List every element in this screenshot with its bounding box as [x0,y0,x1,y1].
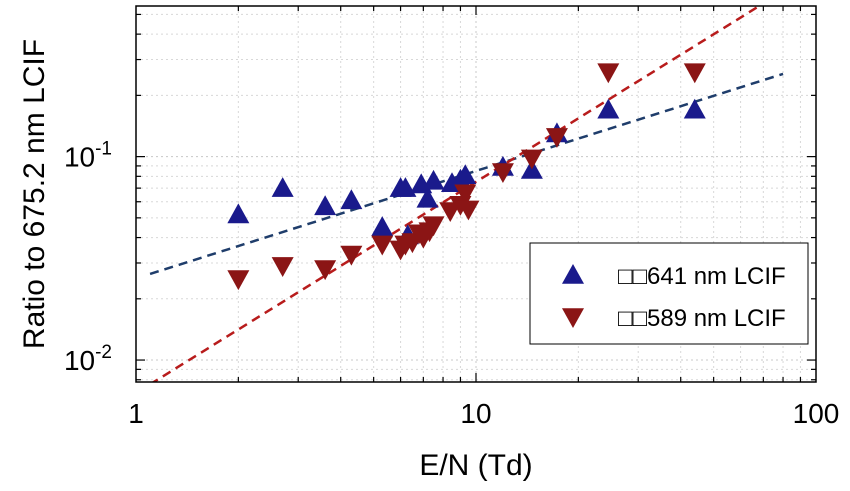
data-point [597,63,620,84]
data-point [271,177,294,197]
x-tick-label: 1 [128,398,144,429]
fit-line [151,6,762,382]
legend-label: □□589 nm LCIF [618,305,786,332]
data-point [683,98,706,119]
data-point [314,260,337,281]
data-point [422,169,445,190]
series-589-nm-lcif [227,63,706,291]
y-axis-label: Ratio to 675.2 nm LCIF [18,39,51,349]
legend-box [529,242,809,345]
data-point [340,189,363,210]
data-point [520,149,543,170]
data-point [416,187,439,208]
legend-marker [562,264,584,284]
data-point [271,257,294,277]
data-point [340,245,363,266]
legend: □□641 nm LCIF □□589 nm LCIF [529,242,809,345]
legend-marker [562,308,584,328]
data-point [454,184,477,205]
data-point [683,63,706,84]
axis-ticks: 1 10 100 10-2 10-1 [64,6,839,429]
data-points [227,63,706,291]
data-point [371,235,394,256]
data-point [491,163,514,184]
y-tick-label: 10-2 [64,342,112,376]
data-point [597,98,620,119]
x-tick-label: 100 [793,398,840,429]
x-tick-label: 10 [460,398,491,429]
y-tick-label: 10-1 [64,139,112,173]
x-axis-label: E/N (Td) [419,449,532,482]
data-point [371,216,394,236]
data-point [457,200,480,221]
data-point [454,164,477,185]
data-point [545,128,568,148]
data-point [422,216,445,237]
series-641-nm-lcif [227,98,706,245]
legend-label: □□641 nm LCIF [618,263,786,290]
data-point [227,270,250,291]
data-point [227,203,250,224]
data-point [314,195,337,216]
